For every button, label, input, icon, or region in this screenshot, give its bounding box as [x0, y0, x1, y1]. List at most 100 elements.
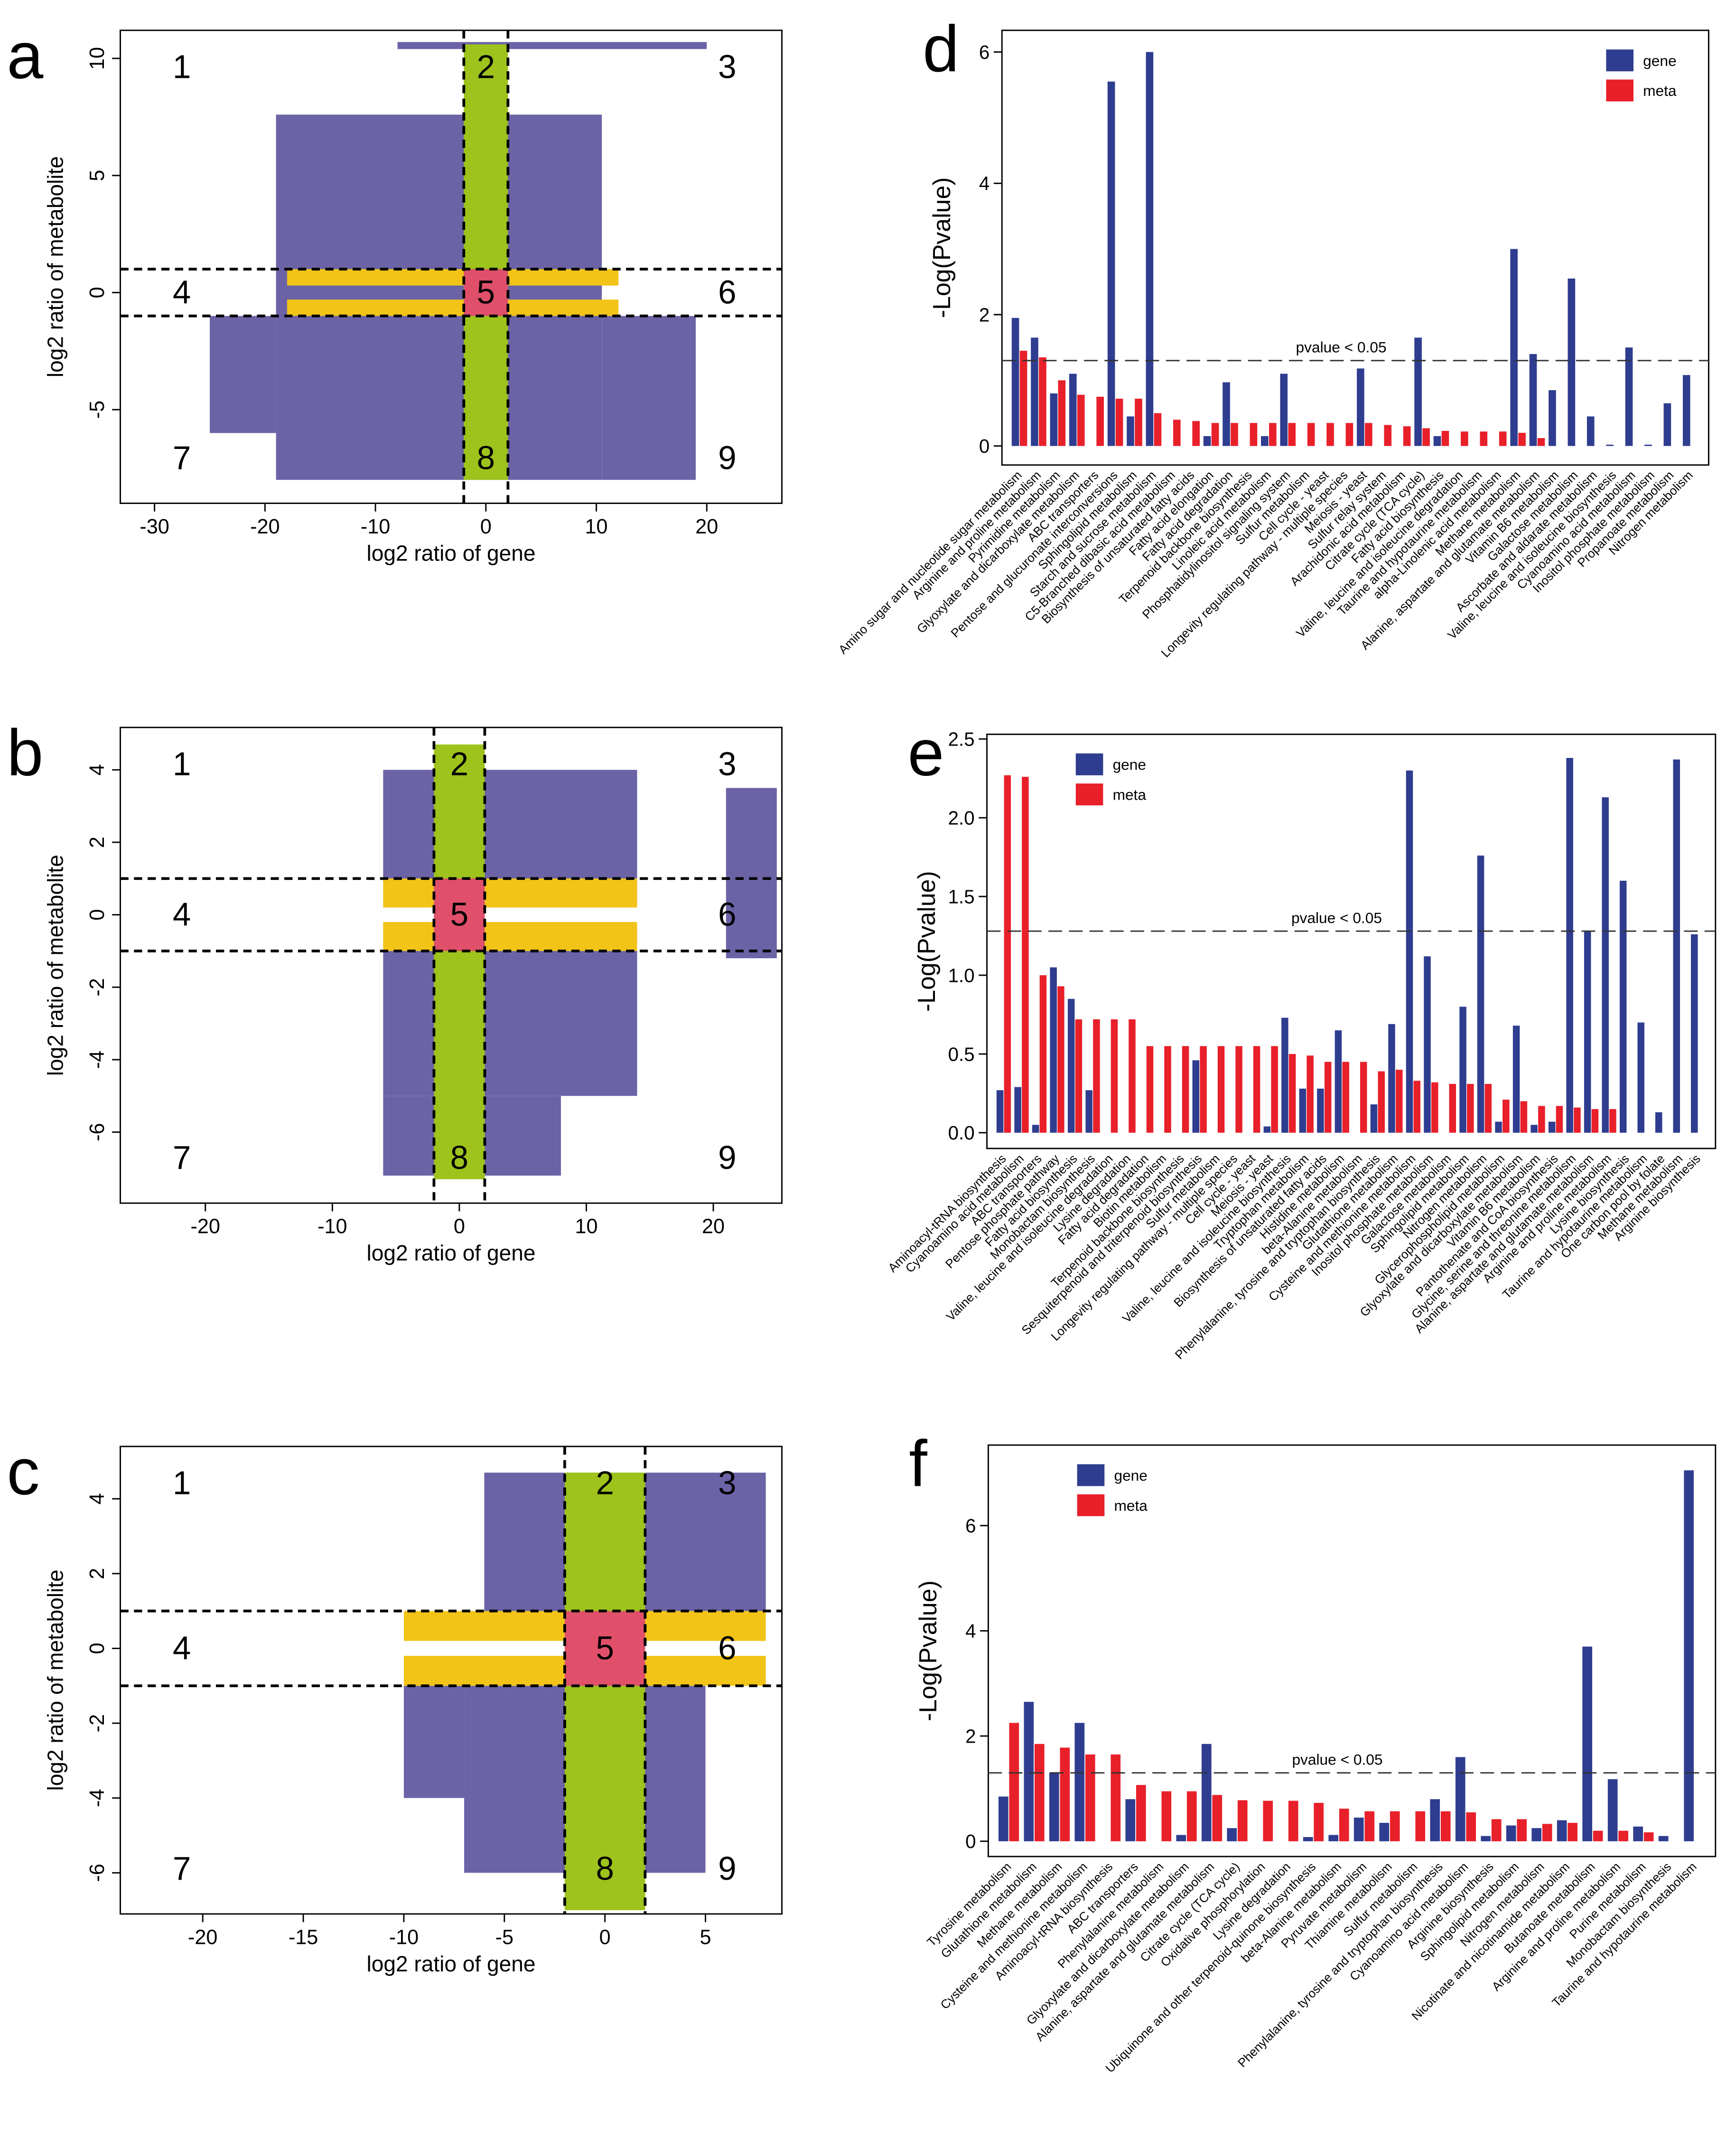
bar	[1449, 1083, 1456, 1133]
bar	[996, 1090, 1004, 1133]
bar	[1518, 433, 1526, 446]
bar	[1568, 1823, 1577, 1841]
bar	[1164, 1046, 1171, 1133]
quadrant-label: 4	[173, 274, 191, 311]
bar	[1690, 934, 1698, 1133]
quadrant-label: 1	[173, 1465, 191, 1502]
bar	[1379, 1823, 1390, 1841]
y-tick-label: 2.5	[948, 728, 975, 750]
legend-label: gene	[1114, 1467, 1147, 1484]
bar	[1111, 1754, 1121, 1841]
bar	[1364, 1811, 1375, 1841]
quadrant-label: 7	[173, 439, 191, 476]
bar	[1299, 1088, 1307, 1133]
bar	[1067, 999, 1075, 1133]
bar	[1582, 1646, 1593, 1841]
y-tick-label: 4	[979, 173, 989, 195]
x-tick-label: -20	[191, 1215, 220, 1238]
x-tick-label: -30	[140, 515, 169, 538]
point-cloud	[383, 951, 637, 1096]
bar	[1370, 1104, 1378, 1133]
bar	[1531, 1828, 1542, 1841]
quadrant-label: 4	[173, 896, 191, 933]
bar	[1459, 1007, 1466, 1133]
bar	[1326, 423, 1334, 446]
bar	[1024, 1702, 1034, 1841]
y-tick-label: 0	[979, 435, 989, 457]
bar	[1317, 1088, 1324, 1133]
bar	[1307, 423, 1315, 446]
x-tick-label: 10	[575, 1215, 597, 1238]
y-tick-label: 0	[86, 287, 109, 298]
bar	[1466, 1812, 1476, 1841]
bar	[1281, 1017, 1288, 1133]
panel-label: a	[7, 19, 43, 93]
bar	[1324, 1062, 1332, 1133]
bar	[1499, 431, 1507, 446]
bar	[1384, 425, 1392, 446]
bar	[1288, 423, 1296, 446]
bar	[1643, 1832, 1654, 1841]
bar	[1566, 758, 1573, 1133]
x-axis-label: log2 ratio of gene	[366, 541, 535, 565]
bar	[1217, 1046, 1225, 1133]
x-tick-label: -20	[188, 1926, 217, 1949]
bar	[1414, 337, 1422, 446]
bar	[1591, 1109, 1599, 1133]
y-axis-label: log2 ratio of metabolite	[43, 1569, 67, 1791]
bar	[1250, 423, 1258, 446]
quadrant-label: 6	[718, 896, 736, 933]
bar	[1413, 1081, 1420, 1133]
bar	[1415, 1811, 1426, 1841]
bar	[1093, 1019, 1100, 1133]
point-cloud	[383, 922, 637, 951]
y-tick-label: 5	[86, 170, 109, 181]
quadrant-label: 3	[718, 48, 736, 85]
bar	[1069, 373, 1077, 446]
bar	[1307, 1055, 1314, 1133]
bar	[1129, 1019, 1136, 1133]
bar	[1146, 52, 1154, 446]
bar	[1107, 81, 1115, 446]
bar	[1495, 1121, 1502, 1133]
bar	[1200, 1046, 1207, 1133]
bar	[1455, 1757, 1465, 1841]
y-tick-label: -4	[86, 1789, 109, 1807]
quadrant-label: 8	[450, 1139, 468, 1176]
bar	[1339, 1809, 1349, 1841]
bar	[1314, 1802, 1324, 1841]
quadrant-label: 6	[718, 1629, 736, 1666]
bar	[1261, 436, 1269, 446]
point-cloud	[209, 316, 276, 433]
bar	[1406, 770, 1413, 1133]
bar	[1684, 1470, 1694, 1841]
x-tick-label: -10	[317, 1215, 347, 1238]
bar	[1673, 759, 1680, 1133]
bar	[1077, 394, 1085, 446]
bar	[1441, 430, 1449, 446]
y-tick-label: 6	[979, 41, 989, 63]
bar	[1538, 1106, 1545, 1133]
bar	[1682, 375, 1690, 446]
bar	[1593, 1830, 1603, 1841]
bar	[1288, 1801, 1298, 1841]
bar	[1557, 1820, 1567, 1841]
bar	[1430, 1799, 1440, 1841]
bar	[1345, 423, 1353, 446]
bar	[1146, 1046, 1154, 1133]
point-cloud	[602, 316, 696, 480]
bar	[1619, 880, 1627, 1133]
bar	[1231, 423, 1238, 446]
bar	[1022, 776, 1029, 1133]
legend-swatch	[1606, 49, 1633, 72]
quadrant-label: 1	[173, 746, 191, 783]
bar	[1506, 1825, 1516, 1841]
x-axis-label: log2 ratio of gene	[366, 1951, 535, 1976]
bar	[1085, 1754, 1095, 1841]
x-tick-label: 0	[480, 515, 492, 538]
legend-label: meta	[1114, 1497, 1148, 1514]
x-axis-label: log2 ratio of gene	[366, 1241, 535, 1265]
legend-label: meta	[1643, 82, 1677, 99]
bar	[1395, 1070, 1403, 1133]
